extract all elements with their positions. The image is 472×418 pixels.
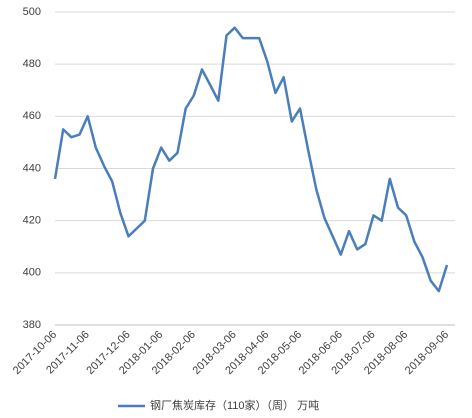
data-line	[53, 26, 449, 293]
y-tick-label: 460	[23, 110, 41, 122]
x-tick-label: 2018-09-06	[403, 329, 451, 377]
legend-label: 钢厂焦炭库存（110家）（周） 万吨	[150, 398, 319, 412]
y-tick-label: 500	[23, 6, 41, 18]
y-tick-label: 440	[23, 162, 41, 174]
y-tick-label: 400	[23, 267, 41, 279]
y-tick-label: 480	[23, 58, 41, 70]
y-tick-label: 420	[23, 215, 41, 227]
y-tick-label: 380	[23, 319, 41, 331]
